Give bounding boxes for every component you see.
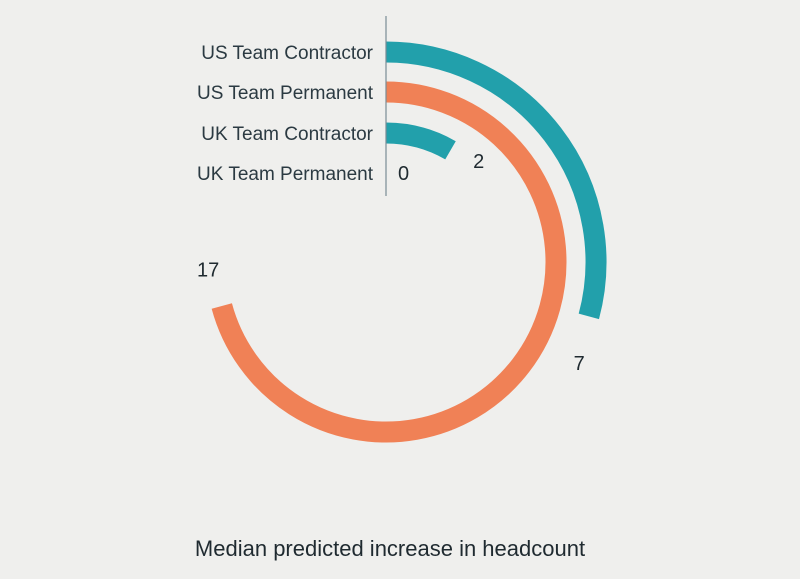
category-label-uk-team-permanent: UK Team Permanent — [197, 164, 374, 185]
value-labels-group: 7 17 2 0 — [197, 151, 585, 375]
category-label-us-team-contractor: US Team Contractor — [201, 43, 373, 64]
bar-us-team-permanent — [211, 81, 567, 443]
value-label-uk-team-contractor: 2 — [473, 151, 484, 173]
bar-us-team-contractor — [385, 41, 607, 320]
bar-uk-team-contractor — [385, 122, 456, 160]
category-label-us-team-permanent: US Team Permanent — [197, 83, 374, 104]
x-axis-caption: Median predicted increase in headcount — [195, 536, 585, 561]
value-label-us-team-permanent: 17 — [197, 259, 219, 281]
value-label-us-team-contractor: 7 — [574, 353, 585, 375]
category-label-uk-team-contractor: UK Team Contractor — [201, 124, 373, 145]
bars-group — [211, 41, 607, 443]
value-label-uk-team-permanent: 0 — [398, 163, 409, 185]
category-labels-group: US Team Contractor US Team Permanent UK Te… — [197, 43, 374, 185]
